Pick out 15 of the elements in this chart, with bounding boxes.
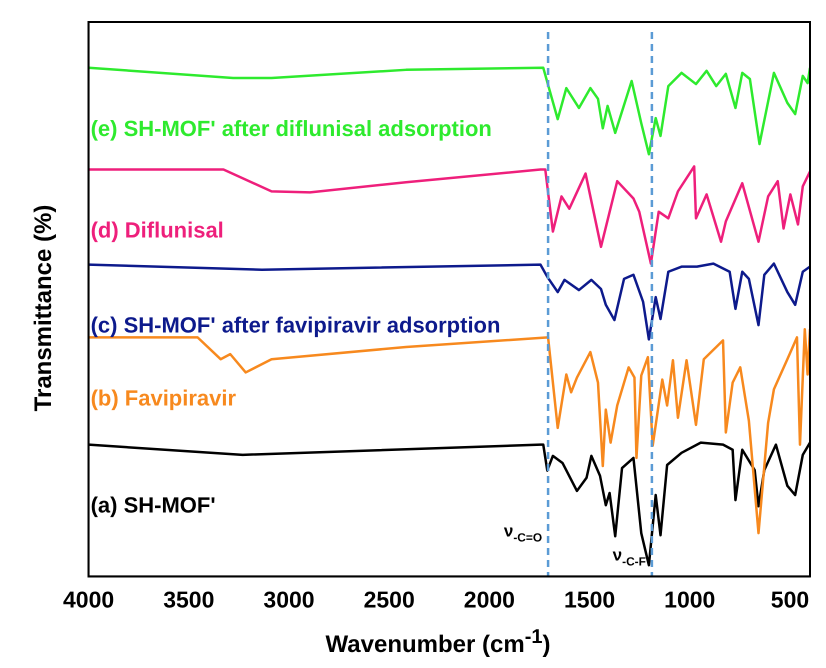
series-label: (b) Favipiravir	[90, 385, 237, 410]
text: (c) SH-MOF' after favipiravir adsorption	[90, 312, 500, 338]
x-tick-label: 3000	[263, 586, 315, 613]
x-tick-label: 2500	[364, 586, 415, 613]
x-tick-label: 1500	[564, 586, 616, 613]
y-axis-title: Transmittance (%)	[30, 204, 58, 412]
series-label: (a) SH-MOF'	[90, 492, 216, 518]
text: (e) SH-MOF' after diflunisal adsorption	[90, 116, 492, 141]
series-label: (d) Diflunisal	[90, 218, 224, 243]
x-tick-label: 500	[770, 586, 810, 613]
x-tick-label: 4000	[62, 586, 114, 613]
x-axis-title: Wavenumber (cm$^{-1}$)	[324, 625, 552, 660]
x-tick-label: 1000	[664, 586, 716, 613]
x-tick-label: 2000	[464, 586, 515, 613]
x-tick-label: 3500	[163, 586, 214, 613]
